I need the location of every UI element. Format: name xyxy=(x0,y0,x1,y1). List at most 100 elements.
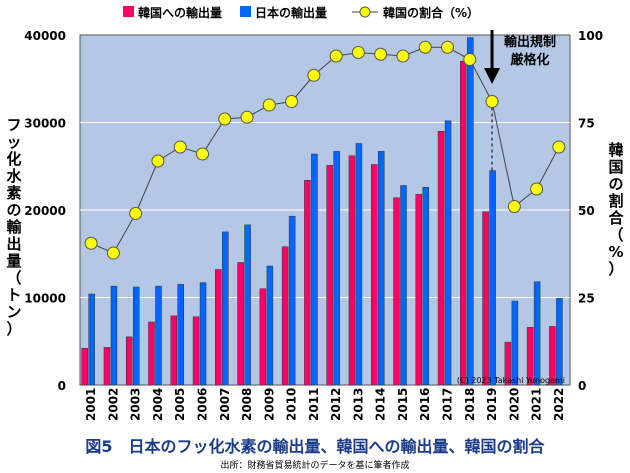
y2-axis-title-char: % xyxy=(608,243,623,261)
bar-korea xyxy=(393,197,400,386)
y2-axis-title-char: ） xyxy=(608,260,623,278)
y2-tick-label: 25 xyxy=(578,292,595,306)
bar-japan xyxy=(132,286,140,386)
ratio-point xyxy=(262,98,276,112)
bar-korea xyxy=(125,336,133,386)
bar-korea xyxy=(549,326,556,386)
bar-japan xyxy=(266,265,274,386)
y-axis-title-char: ン xyxy=(6,303,21,321)
legend-swatch-japan xyxy=(240,6,251,17)
x-tick-label: 2018 xyxy=(463,388,477,421)
y-tick-label: 0 xyxy=(58,379,66,393)
y2-tick-label: 50 xyxy=(578,204,595,218)
ratio-point xyxy=(351,46,365,59)
bar-japan xyxy=(110,285,118,386)
source-note: 出所：財務省貿易統計のデータを基に筆者作成 xyxy=(220,459,409,471)
ratio-point xyxy=(329,49,343,63)
x-tick-label: 2012 xyxy=(329,388,343,421)
annotation-line1: 輸出規制 xyxy=(504,34,556,50)
bar-korea xyxy=(170,315,178,386)
x-tick-label: 2010 xyxy=(285,388,299,421)
y2-axis-title-char: 割 xyxy=(608,192,623,210)
chart-title: 図5 日本のフッ化水素の輸出量、韓国への輸出量、韓国の割合 xyxy=(85,437,545,456)
copyright: (C) 2023 Takashi Yunogami xyxy=(457,376,565,385)
y-tick-label: 20000 xyxy=(24,204,66,218)
bar-japan xyxy=(400,185,407,386)
legend-marker-ratio xyxy=(359,6,371,18)
ratio-point xyxy=(418,40,432,54)
annotation-line2: 厳格化 xyxy=(511,52,550,68)
bar-korea xyxy=(304,180,311,386)
bar-korea xyxy=(326,165,333,386)
y2-axis-title-char: 韓 xyxy=(608,141,623,159)
y-axis-title-char: ） xyxy=(6,320,21,338)
ratio-point xyxy=(173,140,187,154)
ratio-point xyxy=(129,207,143,220)
x-tick-label: 2017 xyxy=(441,388,455,421)
bar-japan xyxy=(222,231,229,386)
y2-axis-title-char: 国 xyxy=(608,158,623,176)
ratio-point xyxy=(463,53,477,66)
ratio-point xyxy=(240,110,254,124)
y2-axis-title-char: （ xyxy=(608,226,623,244)
y-axis-title-char: ト xyxy=(6,286,21,304)
bar-japan xyxy=(444,120,452,386)
y2-tick-label: 100 xyxy=(578,29,603,43)
bar-korea xyxy=(415,194,423,386)
y2-tick-label: 0 xyxy=(578,379,586,393)
bar-japan xyxy=(155,285,162,386)
bar-japan xyxy=(511,300,519,386)
bar-japan xyxy=(244,224,251,386)
x-tick-label: 2002 xyxy=(106,388,120,421)
bar-japan xyxy=(489,170,496,386)
y-axis-title-char: フ xyxy=(6,116,21,134)
y-axis-title-char: （ xyxy=(6,269,21,287)
ratio-point xyxy=(151,154,165,168)
bar-korea xyxy=(526,327,534,386)
x-tick-label: 2001 xyxy=(84,388,98,421)
x-tick-label: 2013 xyxy=(351,388,365,421)
bar-korea xyxy=(437,131,445,386)
bar-japan xyxy=(533,281,541,386)
x-tick-label: 2003 xyxy=(129,388,143,421)
ratio-line xyxy=(90,46,560,254)
bar-korea xyxy=(348,155,356,386)
bar-japan xyxy=(355,143,363,386)
legend-label-korea: 韓国への輸出量 xyxy=(138,5,222,20)
bar-korea xyxy=(237,262,244,386)
bar-korea xyxy=(504,341,512,386)
bar-japan xyxy=(422,187,430,386)
x-tick-label: 2009 xyxy=(262,388,276,421)
bar-japan xyxy=(311,153,318,386)
x-tick-label: 2014 xyxy=(374,388,388,421)
bar-japan xyxy=(177,284,185,386)
x-tick-label: 2005 xyxy=(173,388,187,421)
bar-korea xyxy=(103,347,111,386)
x-tick-label: 2011 xyxy=(307,388,321,421)
bar-korea xyxy=(460,61,467,386)
ratio-point xyxy=(530,182,544,196)
x-tick-label: 2006 xyxy=(196,388,210,421)
x-tick-label: 2015 xyxy=(396,388,410,421)
y-axis-title-char: 素 xyxy=(6,184,21,202)
x-tick-label: 2019 xyxy=(485,388,499,421)
y-axis-title-char: 出 xyxy=(6,235,21,253)
legend-label-japan: 日本の輸出量 xyxy=(255,5,327,20)
x-tick-label: 2022 xyxy=(552,388,566,421)
bar-japan xyxy=(88,293,95,386)
ratio-point xyxy=(552,140,566,154)
legend-label-ratio: 韓国の割合（%） xyxy=(383,5,479,20)
ratio-point xyxy=(106,246,120,260)
ratio-point xyxy=(507,200,521,213)
bar-japan xyxy=(199,282,207,386)
bar-japan xyxy=(556,298,563,386)
ratio-point xyxy=(441,40,454,54)
ratio-point xyxy=(196,147,209,161)
bar-korea xyxy=(81,348,88,386)
bar-japan xyxy=(467,37,474,386)
y-axis-title-char: の xyxy=(6,201,21,219)
x-tick-label: 2004 xyxy=(151,388,165,421)
ratio-point xyxy=(396,49,410,63)
ratio-point xyxy=(374,47,388,61)
x-tick-label: 2016 xyxy=(418,388,432,421)
